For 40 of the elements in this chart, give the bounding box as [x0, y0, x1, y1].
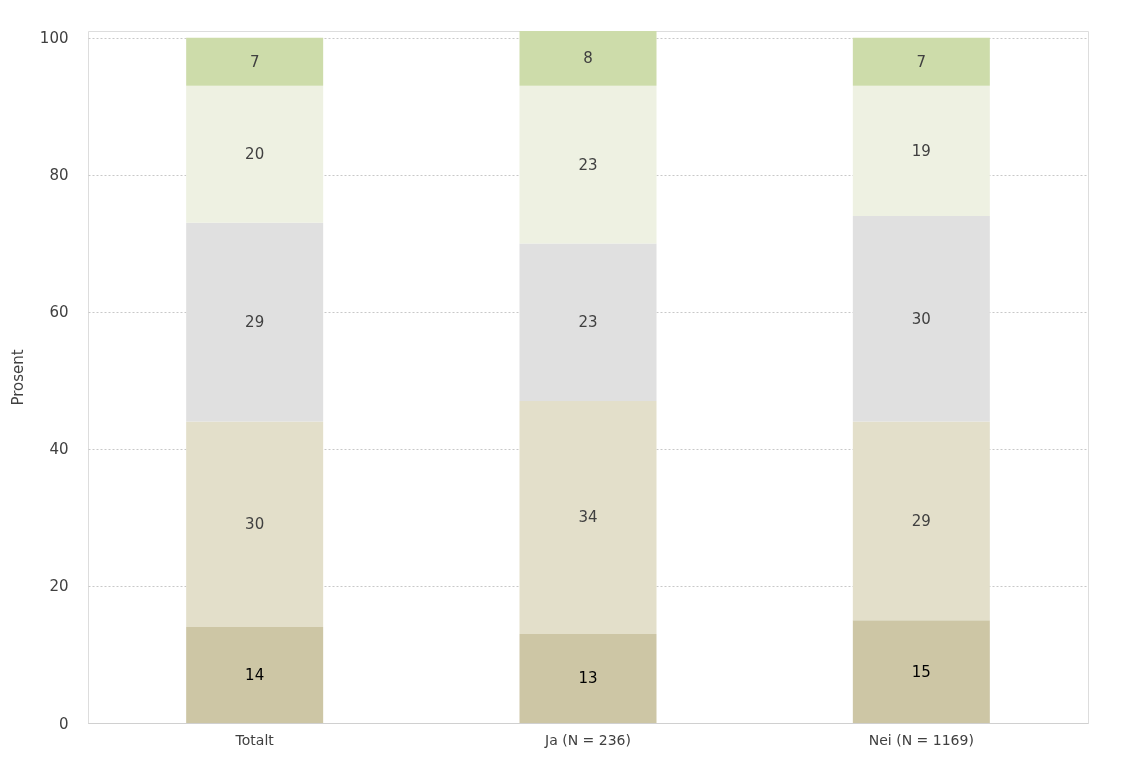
y-tick-label: 0 [58, 714, 69, 733]
x-tick-label: Totalt [234, 731, 275, 748]
data-label: 29 [911, 511, 931, 530]
data-label: 23 [578, 155, 598, 174]
data-label: 19 [911, 141, 931, 160]
y-tick-label: 40 [49, 440, 69, 459]
x-tick-label: Nei (N = 1169) [868, 731, 974, 748]
x-tick-label: Ja (N = 236) [544, 731, 631, 748]
bar [852, 215, 990, 422]
bar [519, 243, 657, 401]
bar [186, 222, 324, 422]
data-label: 34 [578, 508, 598, 527]
bar [852, 620, 990, 723]
bar [852, 37, 990, 86]
bar [186, 421, 324, 628]
bar [186, 37, 324, 86]
bar [852, 421, 990, 621]
bar [519, 31, 657, 86]
data-label: 8 [583, 49, 593, 68]
data-label: 15 [911, 662, 931, 681]
data-label: 14 [245, 666, 265, 685]
bar [186, 627, 324, 723]
bar [519, 633, 657, 723]
bar [186, 85, 324, 223]
bar [852, 85, 990, 216]
data-label: 23 [578, 313, 598, 332]
data-label: 30 [245, 515, 265, 534]
data-label: 30 [911, 309, 931, 328]
y-tick-label: 60 [49, 303, 69, 322]
data-label: 7 [916, 52, 927, 71]
bar [519, 85, 657, 244]
y-axis-title: Prosent [8, 349, 27, 406]
data-label: 13 [578, 669, 598, 688]
data-label: 29 [245, 313, 265, 332]
data-label: 20 [245, 145, 265, 164]
y-tick-label: 20 [49, 577, 69, 596]
bar [519, 400, 657, 634]
data-label: 7 [249, 52, 260, 71]
y-tick-label: 100 [39, 29, 69, 48]
y-tick-label: 80 [49, 166, 69, 185]
